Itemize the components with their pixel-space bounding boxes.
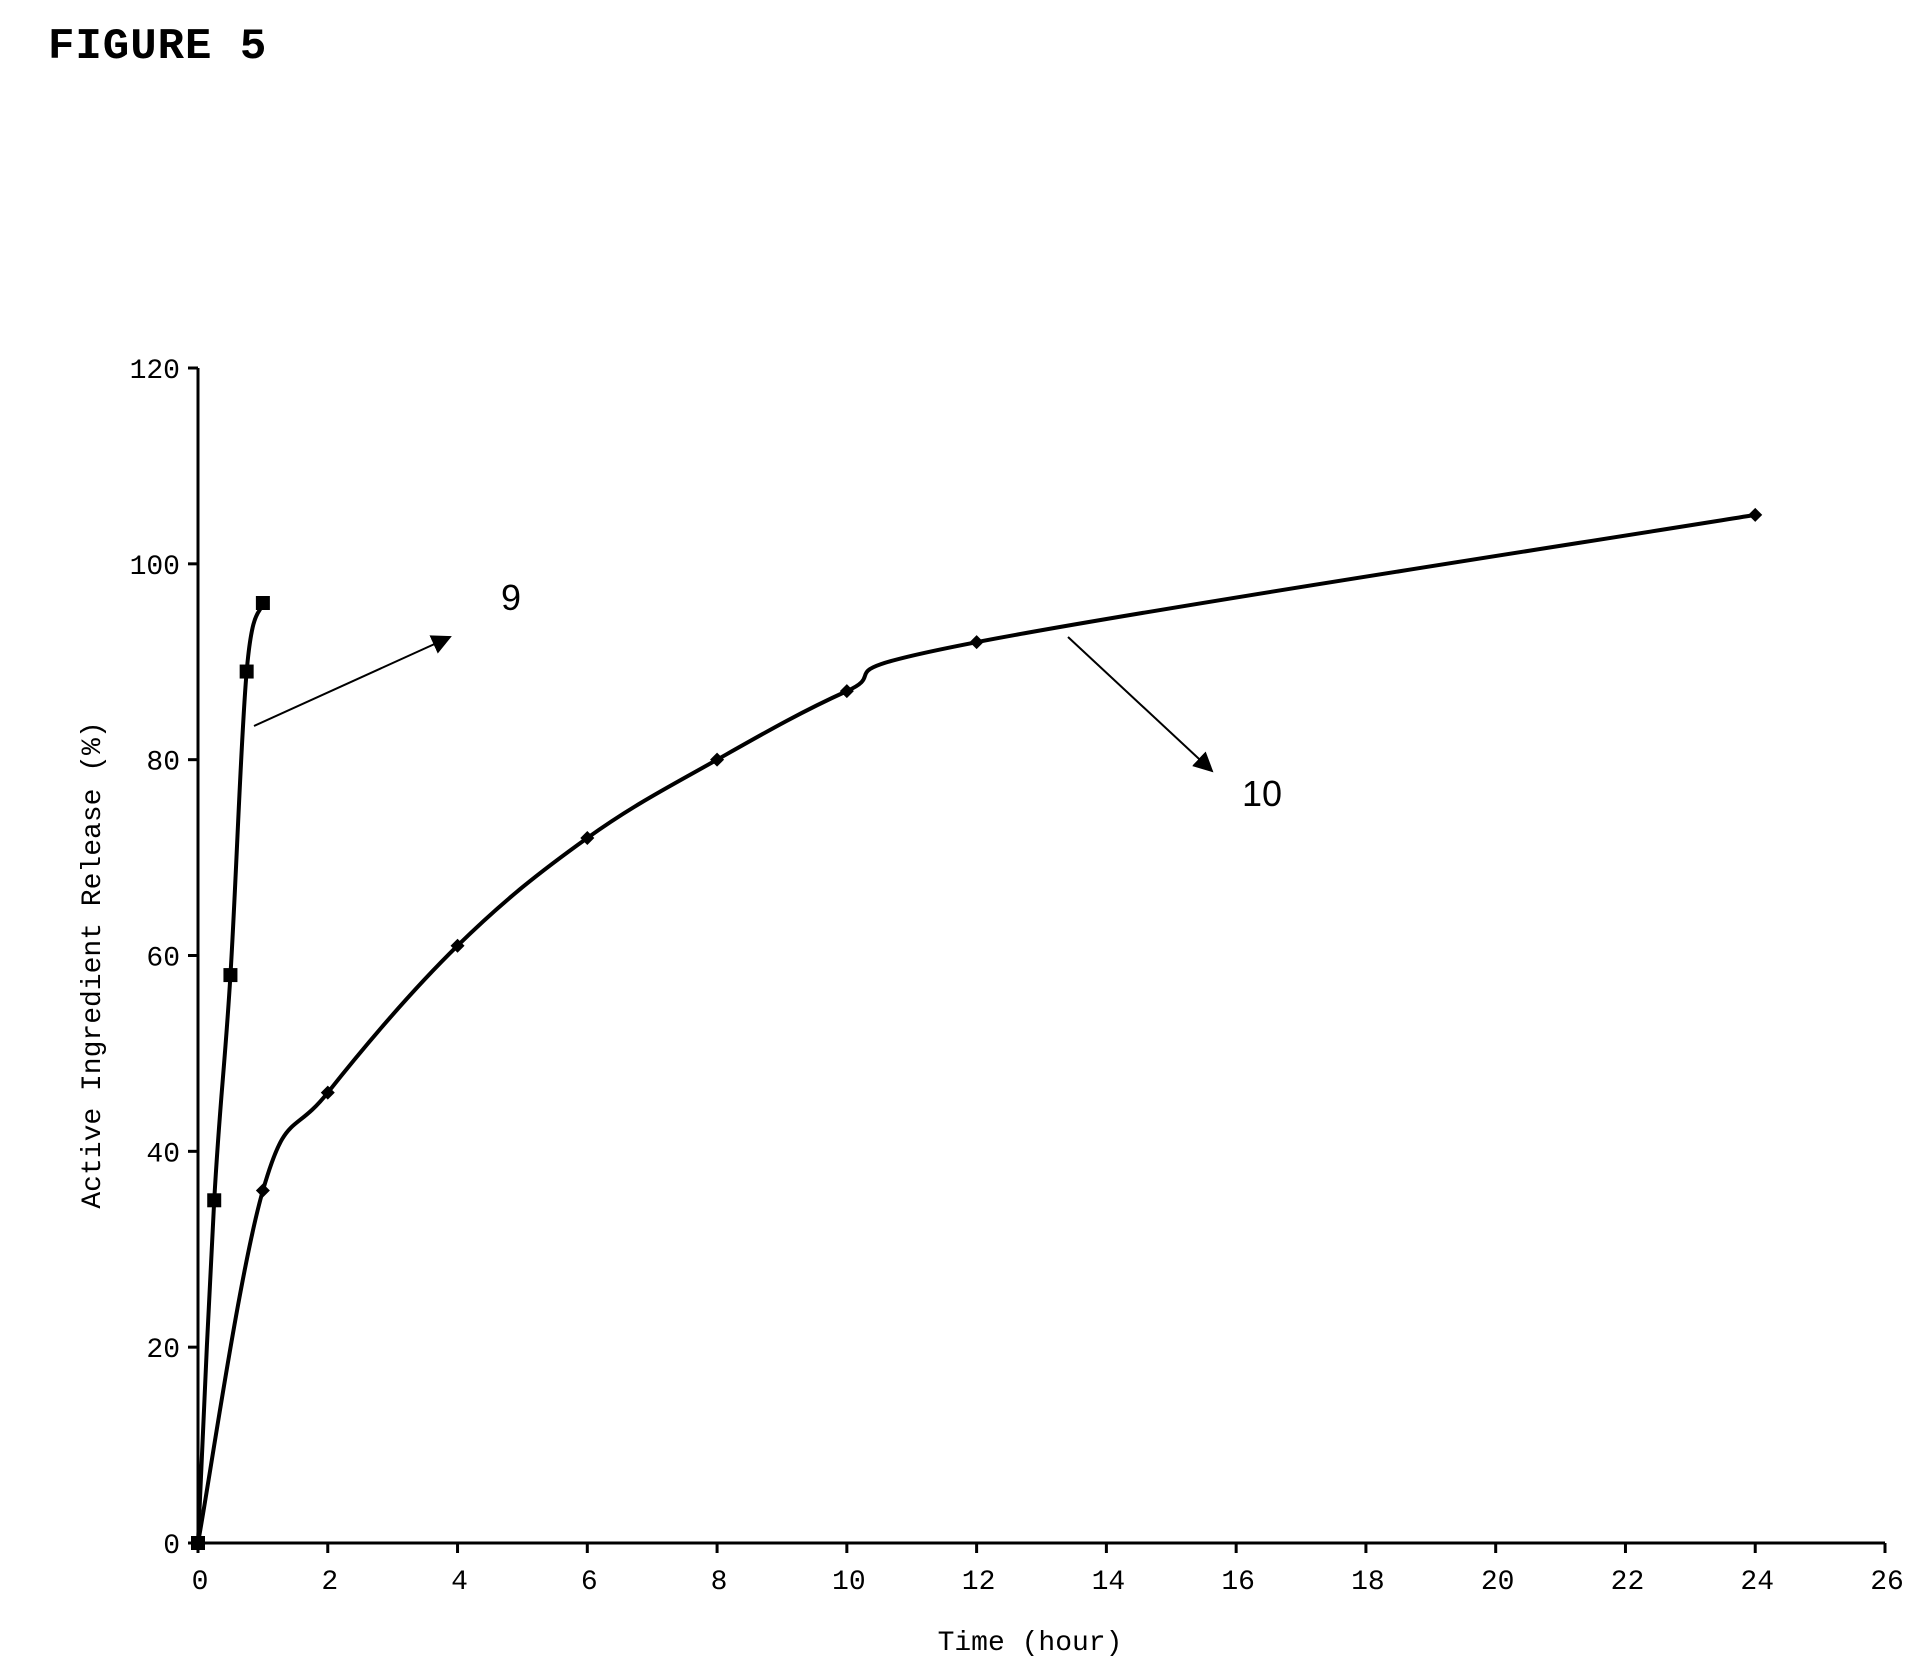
x-tick-label: 18 <box>1351 1567 1385 1598</box>
callout-arrow <box>1068 637 1212 771</box>
axes: 02040608010012002468101214161820222426 <box>130 356 1904 1598</box>
x-tick-label: 26 <box>1870 1567 1904 1598</box>
callout-arrow <box>254 637 450 726</box>
x-tick-label: 12 <box>962 1567 996 1598</box>
x-axis-label: Time (hour) <box>938 1628 1123 1658</box>
y-tick-label: 20 <box>146 1335 180 1366</box>
y-tick-label: 40 <box>146 1139 180 1170</box>
data-point <box>1748 508 1762 522</box>
data-point <box>256 596 270 610</box>
series-1-line <box>198 603 263 1543</box>
y-tick-label: 60 <box>146 944 180 975</box>
x-tick-label: 6 <box>581 1567 598 1598</box>
y-tick-label: 0 <box>163 1531 180 1562</box>
callout-label: 9 <box>501 577 521 618</box>
series-layer <box>191 508 1762 1550</box>
x-tick-label: 2 <box>321 1567 338 1598</box>
x-tick-label: 24 <box>1740 1567 1774 1598</box>
x-tick-label: 4 <box>451 1567 468 1598</box>
data-point <box>207 1193 221 1207</box>
series-1 <box>191 596 270 1550</box>
data-point <box>840 684 854 698</box>
y-axis-label: Active Ingredient Release (%) <box>78 721 109 1208</box>
data-point <box>256 1184 270 1198</box>
x-tick-label: 16 <box>1221 1567 1255 1598</box>
data-point <box>240 665 254 679</box>
x-tick-label: 22 <box>1611 1567 1645 1598</box>
x-tick-label: 20 <box>1481 1567 1515 1598</box>
data-point <box>223 968 237 982</box>
data-point <box>970 635 984 649</box>
annotation-layer: 9 10 <box>254 577 1282 814</box>
series-2 <box>191 508 1762 1550</box>
x-tick-label: 8 <box>711 1567 728 1598</box>
y-tick-label: 120 <box>130 356 180 387</box>
x-tick-label: 0 <box>192 1567 209 1598</box>
series-2-line <box>198 515 1755 1543</box>
y-tick-label: 80 <box>146 748 180 779</box>
x-tick-label: 10 <box>832 1567 866 1598</box>
y-tick-label: 100 <box>130 552 180 583</box>
callout-label: 10 <box>1242 773 1282 814</box>
x-tick-label: 14 <box>1092 1567 1126 1598</box>
